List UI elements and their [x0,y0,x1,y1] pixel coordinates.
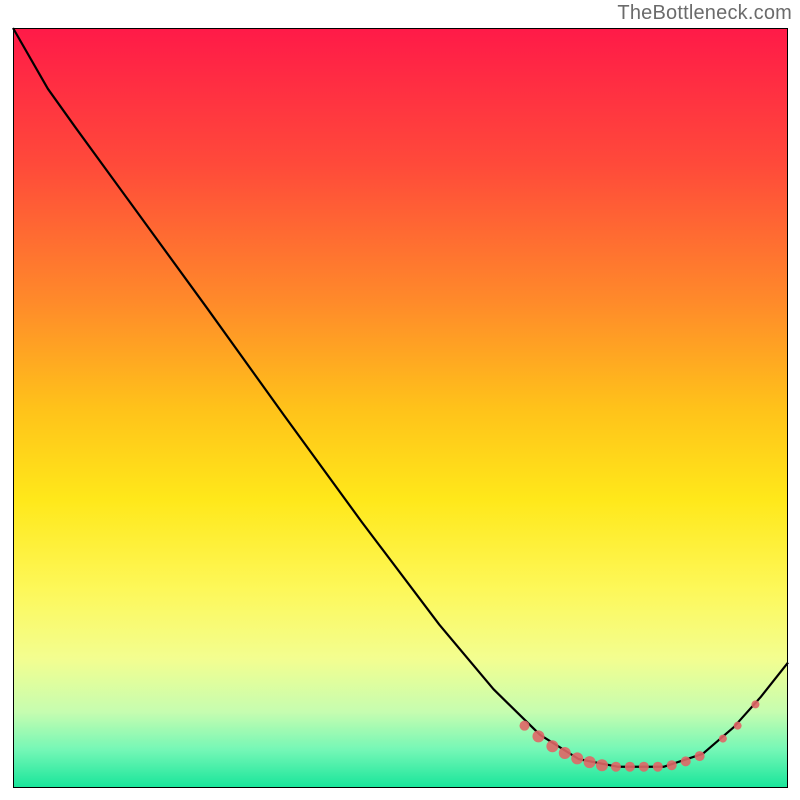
marker-dot [571,752,583,764]
marker-dot [520,721,530,731]
marker-dot [667,760,677,770]
marker-dot [751,700,759,708]
marker-dot [719,735,727,743]
marker-dot [653,762,663,772]
marker-dot [596,759,608,771]
marker-dot [532,730,544,742]
marker-dot [734,722,742,730]
bottleneck-chart [0,0,800,800]
marker-dot [584,756,596,768]
chart-stage: TheBottleneck.com [0,0,800,800]
marker-dot [546,740,558,752]
plot-background [13,28,788,788]
marker-dot [611,762,621,772]
marker-dot [639,762,649,772]
watermark-text: TheBottleneck.com [617,2,792,25]
marker-dot [695,751,705,761]
marker-dot [681,756,691,766]
marker-dot [625,762,635,772]
marker-dot [559,747,571,759]
